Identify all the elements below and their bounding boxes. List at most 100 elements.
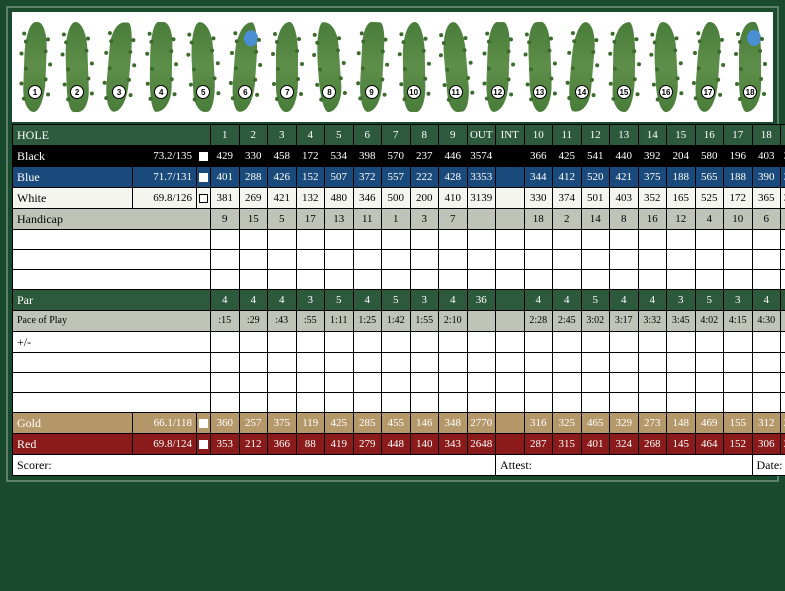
yardage-cell: 565	[695, 167, 724, 188]
handicap-row: Handicap915517131113718214816124106	[13, 209, 785, 230]
yardage-cell: 353	[211, 434, 240, 455]
handicap-cell: 13	[325, 209, 354, 230]
handicap-cell: 12	[667, 209, 696, 230]
yardage-cell: 285	[353, 413, 382, 434]
yardage-cell: 172	[724, 188, 753, 209]
yardage-cell: 200	[410, 188, 439, 209]
col-header: 11	[553, 125, 582, 146]
yardage-cell: 426	[268, 167, 297, 188]
pace-cell: 1:11	[325, 311, 354, 332]
yardage-cell: 273	[638, 413, 667, 434]
col-header: 2	[239, 125, 268, 146]
hole-diagram-13: 13	[519, 17, 561, 117]
yardage-cell: 212	[239, 434, 268, 455]
hole-number-badge: 11	[449, 85, 463, 99]
pace-cell: 2:28	[524, 311, 553, 332]
yardage-cell: 469	[695, 413, 724, 434]
yardage-cell: 403	[610, 188, 639, 209]
hole-diagram-12: 12	[477, 17, 519, 117]
yardage-cell: 315	[553, 434, 582, 455]
par-cell: 5	[581, 290, 610, 311]
yardage-cell: 329	[610, 413, 639, 434]
tee-row-gold: Gold66.1/1183602573751194252854551463482…	[13, 413, 785, 434]
col-header: 8	[410, 125, 439, 146]
handicap-cell: 15	[239, 209, 268, 230]
tee-color-swatch	[199, 152, 208, 161]
tee-color-swatch	[199, 440, 208, 449]
hole-number-badge: 9	[365, 85, 379, 99]
yardage-cell: 428	[439, 167, 468, 188]
plus-minus-row: +/-	[13, 332, 785, 353]
col-header: 1	[211, 125, 240, 146]
pace-cell: :15	[211, 311, 240, 332]
blank-row	[13, 393, 785, 413]
col-header: 4	[296, 125, 325, 146]
pace-cell: 1:55	[410, 311, 439, 332]
yardage-cell: 381	[211, 188, 240, 209]
yardage-cell: 165	[667, 188, 696, 209]
yardage-cell: 237	[410, 146, 439, 167]
col-header: 14	[638, 125, 667, 146]
col-header: 6	[353, 125, 382, 146]
pace-label: Pace of Play	[13, 311, 211, 332]
hole-number-badge: 18	[743, 85, 757, 99]
tee-row-red: Red69.8/12435321236688419279448140343264…	[13, 434, 785, 455]
tee-color-swatch	[199, 419, 208, 428]
scorecard-table: HOLE123456789OUTINT101112131415161718INT…	[12, 124, 785, 476]
hole-diagram-10: 10	[393, 17, 435, 117]
yardage-cell: 145	[667, 434, 696, 455]
yardage-cell: 344	[524, 167, 553, 188]
in-total: 2662	[781, 434, 785, 455]
tee-label: White	[13, 188, 133, 209]
yardage-cell: 465	[581, 413, 610, 434]
yardage-cell: 541	[581, 146, 610, 167]
par-cell: 4	[638, 290, 667, 311]
yardage-cell: 557	[382, 167, 411, 188]
yardage-cell: 390	[752, 167, 781, 188]
yardage-cell: 188	[724, 167, 753, 188]
col-header: 17	[724, 125, 753, 146]
yardage-cell: 352	[638, 188, 667, 209]
blank-row	[13, 373, 785, 393]
yardage-cell: 412	[553, 167, 582, 188]
hole-number-badge: 4	[154, 85, 168, 99]
pace-cell: :43	[268, 311, 297, 332]
tee-rating: 69.8/126	[133, 188, 197, 209]
handicap-label: Handicap	[13, 209, 211, 230]
tee-row-blue: Blue71.7/1314012884261525073725572224283…	[13, 167, 785, 188]
hole-diagram-3: 3	[98, 17, 140, 117]
par-cell: 4	[239, 290, 268, 311]
pace-cell: 4:02	[695, 311, 724, 332]
yardage-cell: 429	[211, 146, 240, 167]
yardage-cell: 580	[695, 146, 724, 167]
tee-rating: 66.1/118	[133, 413, 197, 434]
yardage-cell: 375	[268, 413, 297, 434]
hole-number-badge: 6	[238, 85, 252, 99]
col-header: 3	[268, 125, 297, 146]
hole-number-badge: 14	[575, 85, 589, 99]
yardage-cell: 534	[325, 146, 354, 167]
par-cell: 4	[752, 290, 781, 311]
hole-diagram-2: 2	[56, 17, 98, 117]
par-cell: 3	[724, 290, 753, 311]
yardage-cell: 440	[610, 146, 639, 167]
hole-diagram-15: 15	[603, 17, 645, 117]
yardage-cell: 421	[610, 167, 639, 188]
handicap-cell: 16	[638, 209, 667, 230]
pace-cell: 2:45	[553, 311, 582, 332]
handicap-cell: 18	[524, 209, 553, 230]
handicap-cell: 9	[211, 209, 240, 230]
yardage-cell: 172	[296, 146, 325, 167]
tee-label: Blue	[13, 167, 133, 188]
hole-diagram-18: 18	[729, 17, 771, 117]
yardage-cell: 204	[667, 146, 696, 167]
hole-number-badge: 3	[112, 85, 126, 99]
yardage-cell: 119	[296, 413, 325, 434]
yardage-cell: 188	[667, 167, 696, 188]
out-total: 3139	[467, 188, 496, 209]
yardage-cell: 525	[695, 188, 724, 209]
blank-row	[13, 250, 785, 270]
yardage-cell: 446	[439, 146, 468, 167]
yardage-cell: 132	[296, 188, 325, 209]
yardage-cell: 287	[524, 434, 553, 455]
